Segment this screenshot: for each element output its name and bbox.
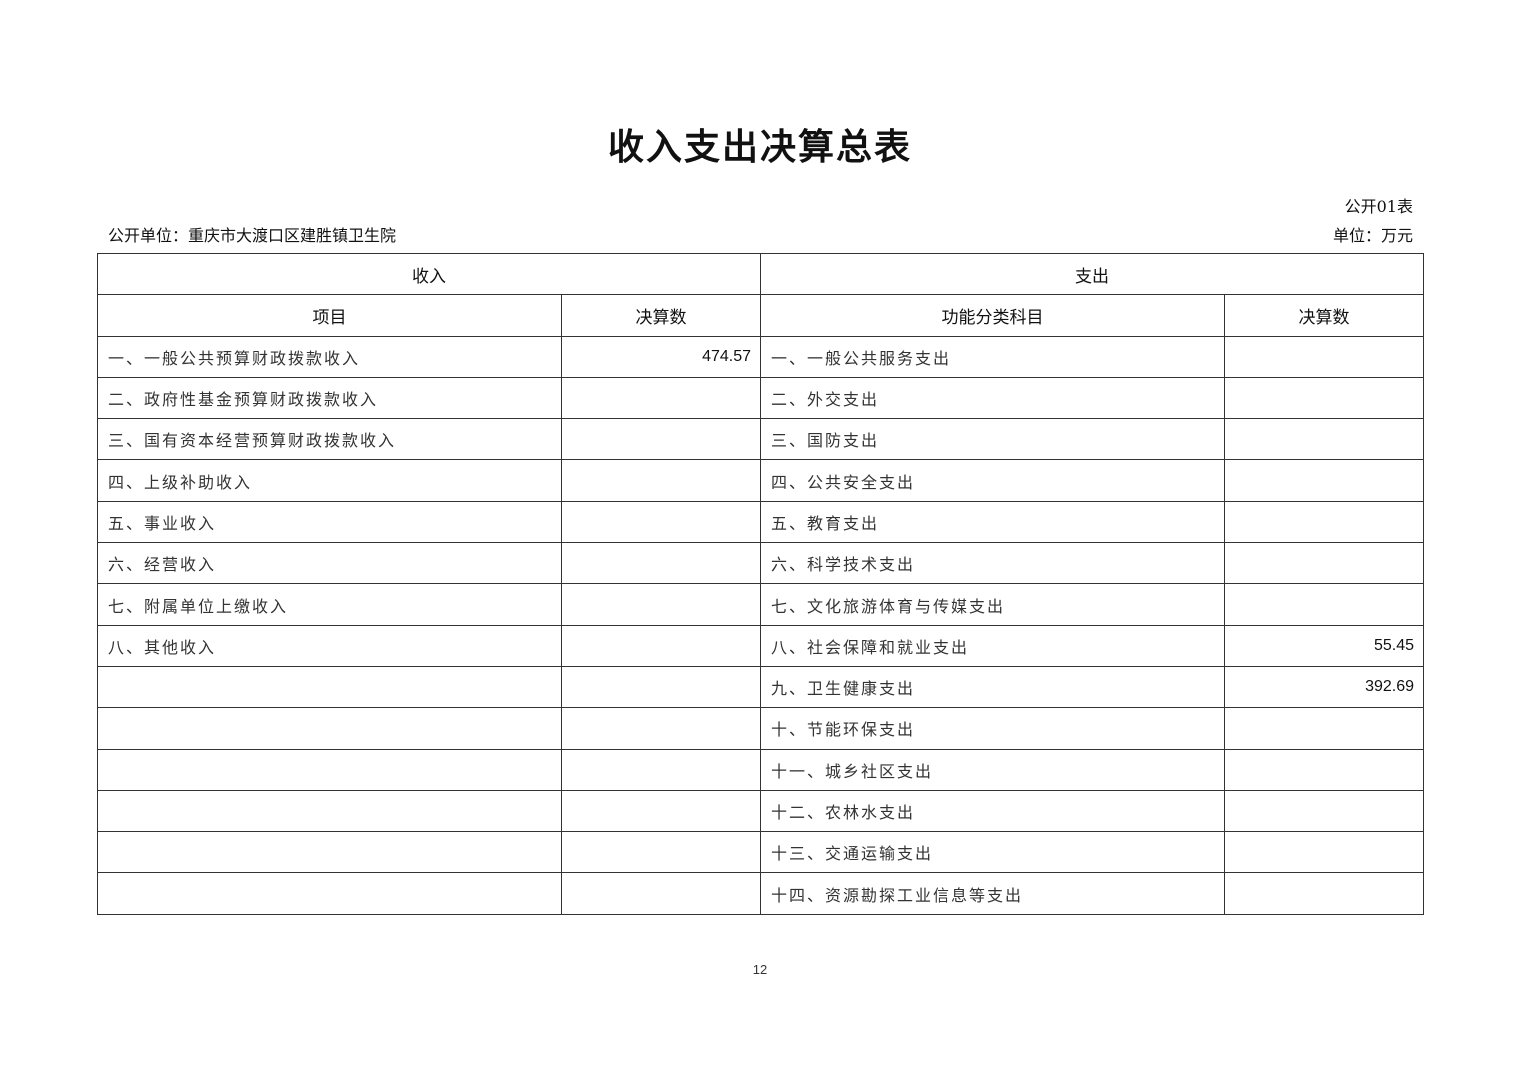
unit-label: 单位：万元: [1332, 226, 1413, 245]
income-item-cell: 二、政府性基金预算财政拨款收入: [97, 376, 562, 420]
expense-amount-cell: [1224, 335, 1424, 378]
table-row: 十三、交通运输支出: [97, 831, 1424, 874]
table-row: 十二、农林水支出: [97, 789, 1424, 833]
table-row: 十四、资源勘探工业信息等支出: [97, 872, 1424, 915]
expense-amount-cell: 55.45: [1224, 624, 1424, 667]
income-item-cell: 四、上级补助收入: [97, 459, 562, 502]
income-item-cell: [97, 789, 562, 833]
expense-amount-cell: [1224, 418, 1424, 461]
income-amount-cell: [561, 872, 761, 915]
expense-amount-cell: [1224, 872, 1424, 915]
form-number: 公开01表: [1344, 197, 1413, 216]
income-item-header: 项目: [97, 294, 562, 337]
expense-amount-cell: 392.69: [1224, 665, 1424, 709]
income-item-cell: [97, 872, 562, 915]
expense-amount-cell: [1224, 542, 1424, 585]
expense-item-cell: 七、文化旅游体育与传媒支出: [760, 583, 1225, 626]
organization-label: 公开单位：重庆市大渡口区建胜镇卫生院: [108, 226, 397, 245]
income-item-cell: 六、经营收入: [97, 542, 562, 585]
expense-item-cell: 五、教育支出: [760, 500, 1225, 544]
income-item-cell: [97, 665, 562, 709]
income-amount-cell: [561, 500, 761, 544]
table-row: 四、上级补助收入 四、公共安全支出: [97, 459, 1424, 502]
expense-item-header: 功能分类科目: [760, 294, 1225, 337]
income-amount-cell: [561, 418, 761, 461]
expense-item-cell: 十一、城乡社区支出: [760, 748, 1225, 791]
income-item-cell: [97, 748, 562, 791]
table-row: 五、事业收入 五、教育支出: [97, 500, 1424, 544]
table-row: 八、其他收入 八、社会保障和就业支出 55.45: [97, 624, 1424, 667]
expense-item-cell: 八、社会保障和就业支出: [760, 624, 1225, 667]
page-title: 收入支出决算总表: [607, 127, 912, 168]
income-amount-cell: [561, 542, 761, 585]
income-amount-cell: [561, 624, 761, 667]
table-row: 九、卫生健康支出 392.69: [97, 665, 1424, 709]
page-number: 12: [752, 962, 768, 977]
income-item-cell: [97, 707, 562, 750]
expense-amount-cell: [1224, 831, 1424, 874]
expense-item-cell: 十四、资源勘探工业信息等支出: [760, 872, 1225, 915]
income-item-cell: 一、一般公共预算财政拨款收入: [97, 335, 562, 378]
expense-item-cell: 四、公共安全支出: [760, 459, 1225, 502]
expense-amount-cell: [1224, 583, 1424, 626]
table-row: 六、经营收入 六、科学技术支出: [97, 542, 1424, 585]
expense-amount-cell: [1224, 789, 1424, 833]
expense-item-cell: 三、国防支出: [760, 418, 1225, 461]
table-row: 十一、城乡社区支出: [97, 748, 1424, 791]
table-row: 二、政府性基金预算财政拨款收入 二、外交支出: [97, 376, 1424, 420]
expense-item-cell: 一、一般公共服务支出: [760, 335, 1225, 378]
income-item-cell: 五、事业收入: [97, 500, 562, 544]
expense-amount-cell: [1224, 459, 1424, 502]
expense-item-cell: 六、科学技术支出: [760, 542, 1225, 585]
income-header: 收入: [97, 252, 761, 296]
subheader-row: 项目 决算数 功能分类科目 决算数: [97, 294, 1424, 337]
expense-item-cell: 十二、农林水支出: [760, 789, 1225, 833]
expense-amount-header: 决算数: [1224, 294, 1424, 337]
income-amount-cell: [561, 583, 761, 626]
table-row: 十、节能环保支出: [97, 707, 1424, 750]
income-item-cell: 八、其他收入: [97, 624, 562, 667]
income-amount-cell: [561, 789, 761, 833]
income-amount-cell: [561, 748, 761, 791]
income-item-cell: 三、国有资本经营预算财政拨款收入: [97, 418, 562, 461]
expense-amount-cell: [1224, 500, 1424, 544]
income-amount-header: 决算数: [561, 294, 761, 337]
expense-amount-cell: [1224, 748, 1424, 791]
income-amount-cell: [561, 376, 761, 420]
income-amount-cell: [561, 831, 761, 874]
expense-item-cell: 十三、交通运输支出: [760, 831, 1225, 874]
table-row: 一、一般公共预算财政拨款收入 474.57 一、一般公共服务支出: [97, 335, 1424, 378]
expense-item-cell: 十、节能环保支出: [760, 707, 1225, 750]
income-item-cell: 七、附属单位上缴收入: [97, 583, 562, 626]
income-amount-cell: [561, 707, 761, 750]
expense-item-cell: 二、外交支出: [760, 376, 1225, 420]
table-row: 三、国有资本经营预算财政拨款收入 三、国防支出: [97, 418, 1424, 461]
income-item-cell: [97, 831, 562, 874]
header-row: 收入 支出: [97, 252, 1424, 296]
income-amount-cell: [561, 459, 761, 502]
expense-amount-cell: [1224, 707, 1424, 750]
income-amount-cell: 474.57: [561, 335, 761, 378]
table-row: 七、附属单位上缴收入 七、文化旅游体育与传媒支出: [97, 583, 1424, 626]
expense-item-cell: 九、卫生健康支出: [760, 665, 1225, 709]
income-expense-table: 收入 支出 项目 决算数 功能分类科目 决算数 一、一般公共预算财政拨款收入 47…: [97, 252, 1424, 915]
income-amount-cell: [561, 665, 761, 709]
expense-amount-cell: [1224, 376, 1424, 420]
expense-header: 支出: [760, 252, 1424, 296]
